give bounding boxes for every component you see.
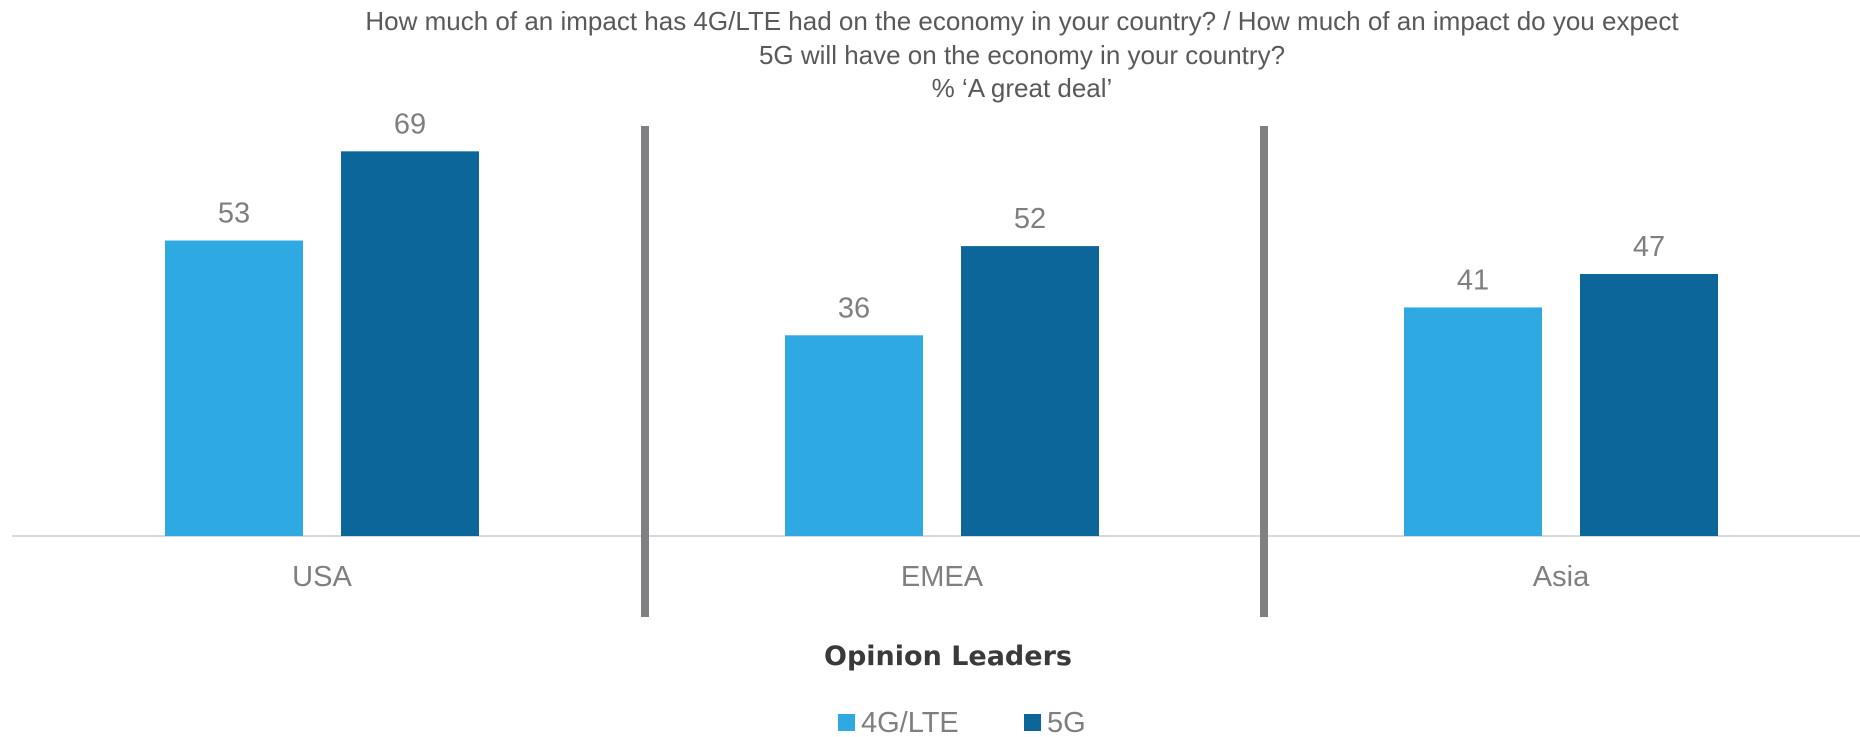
value-label-usa-5g: 69 bbox=[394, 108, 426, 140]
bar-emea-5g bbox=[961, 246, 1099, 536]
legend-swatch-5g bbox=[1024, 714, 1041, 731]
category-label-asia: Asia bbox=[1533, 561, 1590, 593]
bar-asia-4g-lte bbox=[1404, 307, 1542, 536]
bar-usa-4g-lte bbox=[165, 240, 303, 536]
legend-item-4g-lte: 4G/LTE bbox=[838, 707, 959, 737]
value-label-emea-4g-lte: 36 bbox=[838, 292, 870, 324]
bar-usa-5g bbox=[341, 151, 479, 536]
legend-label-5g: 5G bbox=[1047, 707, 1086, 737]
chart-title: How much of an impact has 4G/LTE had on … bbox=[365, 6, 1679, 103]
bars-layer bbox=[165, 151, 1718, 536]
value-label-asia-4g-lte: 41 bbox=[1457, 264, 1489, 296]
bar-asia-5g bbox=[1580, 273, 1718, 536]
chart-title-line-3: % ‘A great deal’ bbox=[932, 73, 1113, 103]
category-label-usa: USA bbox=[292, 561, 352, 593]
value-labels-layer: 53 69 36 52 41 47 bbox=[218, 108, 1665, 324]
value-label-asia-5g: 47 bbox=[1633, 231, 1665, 263]
value-label-usa-4g-lte: 53 bbox=[218, 198, 250, 230]
category-labels-layer: USA EMEA Asia bbox=[292, 561, 1590, 593]
value-label-emea-5g: 52 bbox=[1014, 203, 1046, 235]
bar-emea-4g-lte bbox=[785, 335, 923, 536]
legend-label-4g-lte: 4G/LTE bbox=[861, 707, 959, 737]
chart-title-line-1: How much of an impact has 4G/LTE had on … bbox=[365, 6, 1679, 36]
legend: 4G/LTE 5G bbox=[838, 707, 1086, 737]
category-label-emea: EMEA bbox=[901, 561, 984, 593]
legend-swatch-4g-lte bbox=[838, 714, 855, 731]
chart-title-line-2: 5G will have on the economy in your coun… bbox=[759, 40, 1285, 70]
legend-item-5g: 5G bbox=[1024, 707, 1086, 737]
chart-subtitle: Opinion Leaders bbox=[824, 641, 1072, 672]
